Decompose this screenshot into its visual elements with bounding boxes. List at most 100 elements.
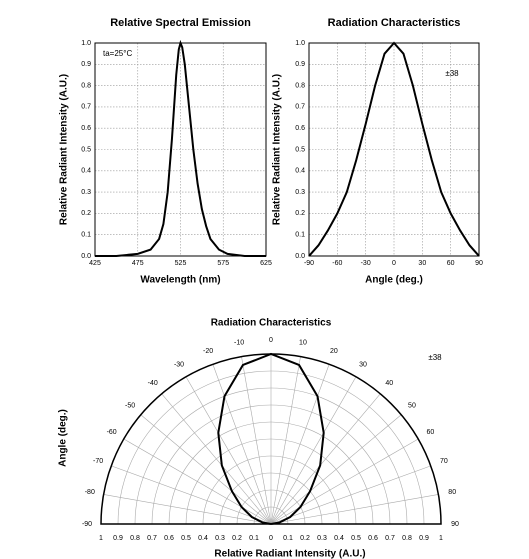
grid-line — [270, 376, 357, 525]
y-tick-label: 0.4 — [295, 168, 305, 175]
r-tick-label: 0.6 — [368, 535, 378, 542]
x-tick-label: -90 — [304, 260, 314, 267]
y-tick-label: 0.8 — [81, 82, 91, 89]
y-axis-label: Angle (deg.) — [58, 409, 69, 467]
r-tick-label: 0.2 — [232, 535, 242, 542]
angle-tick-label: -60 — [107, 429, 117, 436]
y-tick-label: 0.9 — [295, 61, 305, 68]
y-tick-label: 1.0 — [295, 40, 305, 47]
angle-tick-label: -40 — [148, 380, 158, 387]
angle-tick-label: -90 — [82, 521, 92, 528]
r-tick-label: 0.7 — [385, 535, 395, 542]
x-tick-label: 60 — [447, 260, 455, 267]
r-tick-label: 0.9 — [113, 535, 123, 542]
r-tick-label: 0.9 — [419, 535, 429, 542]
angle-tick-label: 60 — [426, 429, 434, 436]
r-tick-label: 1 — [99, 535, 103, 542]
r-tick-label: 0.5 — [181, 535, 191, 542]
r-tick-label: 0.3 — [317, 535, 327, 542]
y-tick-label: 0.5 — [295, 146, 305, 153]
angle-tick-label: 80 — [448, 489, 456, 496]
y-tick-label: 1.0 — [81, 40, 91, 47]
y-tick-label: 0.6 — [81, 125, 91, 132]
y-tick-label: 0.0 — [295, 253, 305, 260]
r-tick-label: 0 — [269, 535, 273, 542]
r-tick-label: 0.4 — [334, 535, 344, 542]
r-tick-label: 0.2 — [300, 535, 310, 542]
y-tick-label: 0.4 — [81, 168, 91, 175]
x-tick-label: -60 — [332, 260, 342, 267]
grid-line — [161, 393, 272, 525]
angle-tick-label: 50 — [408, 403, 416, 410]
y-tick-label: 0.1 — [295, 232, 305, 239]
x-tick-label: 575 — [217, 260, 229, 267]
grid-line — [270, 438, 419, 525]
y-tick-label: 0.9 — [81, 61, 91, 68]
angle-tick-label: -10 — [234, 340, 244, 347]
x-tick-label: 30 — [418, 260, 426, 267]
y-tick-label: 0.2 — [81, 210, 91, 217]
angle-tick-label: 0 — [269, 337, 273, 344]
r-tick-label: 0.8 — [402, 535, 412, 542]
y-tick-label: 0.8 — [295, 82, 305, 89]
y-tick-label: 0.7 — [295, 104, 305, 111]
data-line — [95, 39, 266, 257]
grid-line — [270, 494, 439, 525]
grid-line — [123, 438, 272, 525]
grid-line — [111, 465, 272, 525]
annotation: ±38 — [445, 69, 459, 78]
y-axis-label: Relative Radiant Intensity (A.U.) — [59, 74, 70, 225]
angle-tick-label: -70 — [93, 458, 103, 465]
r-tick-label: 0.1 — [283, 535, 293, 542]
angle-tick-label: -30 — [174, 361, 184, 368]
angle-tick-label: -20 — [203, 348, 213, 355]
y-axis-label: Relative Radiant Intensity (A.U.) — [272, 74, 283, 225]
y-tick-label: 0.6 — [295, 125, 305, 132]
angle-tick-label: 40 — [385, 380, 393, 387]
data-line — [308, 41, 480, 257]
grid-line — [140, 414, 272, 525]
grid-line — [270, 393, 381, 525]
r-tick-label: 0.7 — [147, 535, 157, 542]
x-tick-label: 525 — [175, 260, 187, 267]
y-tick-label: 0.2 — [295, 210, 305, 217]
r-tick-label: 0.8 — [130, 535, 140, 542]
x-tick-label: -30 — [361, 260, 371, 267]
x-axis-label: Relative Radiant Intensity (A.U.) — [214, 549, 365, 559]
grid-line — [212, 364, 272, 525]
r-tick-label: 0.3 — [215, 535, 225, 542]
y-tick-label: 0.3 — [81, 189, 91, 196]
grid-line — [270, 465, 431, 525]
angle-tick-label: 30 — [359, 361, 367, 368]
angle-tick-label: -50 — [125, 403, 135, 410]
chart-title: Radiation Characteristics — [211, 318, 332, 329]
y-tick-label: 0.7 — [81, 104, 91, 111]
r-tick-label: 0.1 — [249, 535, 259, 542]
grid-line — [270, 364, 330, 525]
r-tick-label: 0.6 — [164, 535, 174, 542]
data-line — [217, 352, 325, 525]
angle-tick-label: 70 — [440, 458, 448, 465]
y-tick-label: 0.5 — [81, 146, 91, 153]
x-tick-label: 90 — [475, 260, 483, 267]
y-tick-label: 0.0 — [81, 253, 91, 260]
grid-line — [270, 414, 402, 525]
x-tick-label: 475 — [132, 260, 144, 267]
angle-tick-label: 10 — [299, 340, 307, 347]
x-axis-label: Wavelength (nm) — [140, 275, 220, 286]
r-tick-label: 0.5 — [351, 535, 361, 542]
grid-line — [103, 494, 272, 525]
x-tick-label: 625 — [260, 260, 272, 267]
x-axis-label: Angle (deg.) — [365, 275, 423, 286]
y-tick-label: 0.1 — [81, 232, 91, 239]
angle-tick-label: -80 — [85, 489, 95, 496]
y-tick-label: 0.3 — [295, 189, 305, 196]
grid-line — [270, 356, 301, 525]
x-tick-label: 425 — [89, 260, 101, 267]
annotation: ta=25°C — [103, 49, 132, 58]
chart-title: Relative Spectral Emission — [110, 17, 251, 29]
annotation: ±38 — [428, 353, 442, 362]
grid-line — [185, 376, 272, 525]
angle-tick-label: 90 — [451, 521, 459, 528]
